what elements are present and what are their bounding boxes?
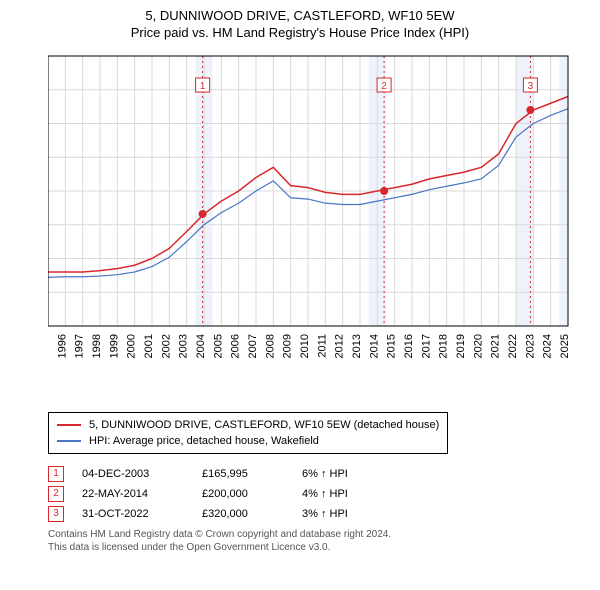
marker-row: 1 04-DEC-2003£165,9956% ↑ HPI xyxy=(48,464,590,484)
svg-text:2003: 2003 xyxy=(178,334,190,358)
marker-number-box: 3 xyxy=(48,506,64,522)
chart-title-line1: 5, DUNNIWOOD DRIVE, CASTLEFORD, WF10 5EW xyxy=(10,8,590,25)
attribution-line1: Contains HM Land Registry data © Crown c… xyxy=(48,528,590,541)
attribution: Contains HM Land Registry data © Crown c… xyxy=(48,528,590,554)
legend-label: 5, DUNNIWOOD DRIVE, CASTLEFORD, WF10 5EW… xyxy=(89,417,439,433)
svg-text:2002: 2002 xyxy=(160,334,172,358)
attribution-line2: This data is licensed under the Open Gov… xyxy=(48,541,590,554)
marker-row: 2 22-MAY-2014£200,0004% ↑ HPI xyxy=(48,484,590,504)
svg-text:2001: 2001 xyxy=(143,334,155,358)
marker-price: £165,995 xyxy=(202,464,302,484)
marker-price: £200,000 xyxy=(202,484,302,504)
svg-text:2015: 2015 xyxy=(386,334,398,358)
svg-text:2000: 2000 xyxy=(126,334,138,358)
svg-text:2022: 2022 xyxy=(507,334,519,358)
svg-text:2025: 2025 xyxy=(559,334,571,358)
svg-text:1999: 1999 xyxy=(108,334,120,358)
svg-text:2021: 2021 xyxy=(490,334,502,358)
marker-price: £320,000 xyxy=(202,504,302,524)
legend-item: HPI: Average price, detached house, Wake… xyxy=(57,433,439,449)
svg-text:2009: 2009 xyxy=(282,334,294,358)
marker-date: 22-MAY-2014 xyxy=(82,484,202,504)
legend-swatch xyxy=(57,424,81,426)
svg-text:2011: 2011 xyxy=(316,334,328,358)
chart-title-line2: Price paid vs. HM Land Registry's House … xyxy=(10,25,590,40)
svg-text:2004: 2004 xyxy=(195,334,207,358)
marker-date: 04-DEC-2003 xyxy=(82,464,202,484)
svg-text:2016: 2016 xyxy=(403,334,415,358)
svg-text:1998: 1998 xyxy=(91,334,103,358)
svg-text:2020: 2020 xyxy=(472,334,484,358)
line-chart: £0£50K£100K£150K£200K£250K£300K£350K£400… xyxy=(48,46,588,406)
svg-text:1: 1 xyxy=(200,81,206,92)
marker-number-box: 1 xyxy=(48,466,64,482)
legend-label: HPI: Average price, detached house, Wake… xyxy=(89,433,319,449)
svg-text:2006: 2006 xyxy=(230,334,242,358)
svg-text:2023: 2023 xyxy=(524,334,536,358)
chart-area: £0£50K£100K£150K£200K£250K£300K£350K£400… xyxy=(48,46,590,406)
svg-text:2019: 2019 xyxy=(455,334,467,358)
svg-text:2007: 2007 xyxy=(247,334,259,358)
marker-table: 1 04-DEC-2003£165,9956% ↑ HPI 2 22-MAY-2014… xyxy=(48,464,590,524)
marker-pct: 3% ↑ HPI xyxy=(302,504,392,524)
svg-text:2010: 2010 xyxy=(299,334,311,358)
marker-row: 3 31-OCT-2022£320,0003% ↑ HPI xyxy=(48,504,590,524)
svg-text:2018: 2018 xyxy=(438,334,450,358)
svg-text:2008: 2008 xyxy=(264,334,276,358)
marker-number-box: 2 xyxy=(48,486,64,502)
svg-text:2: 2 xyxy=(381,81,387,92)
chart-container: 5, DUNNIWOOD DRIVE, CASTLEFORD, WF10 5EW… xyxy=(0,0,600,562)
svg-text:2013: 2013 xyxy=(351,334,363,358)
svg-text:1997: 1997 xyxy=(74,334,86,358)
marker-pct: 4% ↑ HPI xyxy=(302,484,392,504)
legend-item: 5, DUNNIWOOD DRIVE, CASTLEFORD, WF10 5EW… xyxy=(57,417,439,433)
svg-text:2012: 2012 xyxy=(334,334,346,358)
svg-text:2017: 2017 xyxy=(420,334,432,358)
svg-text:1996: 1996 xyxy=(56,334,68,358)
svg-text:2005: 2005 xyxy=(212,334,224,358)
svg-text:2014: 2014 xyxy=(368,334,380,358)
legend-swatch xyxy=(57,440,81,442)
svg-text:1995: 1995 xyxy=(48,334,51,358)
marker-date: 31-OCT-2022 xyxy=(82,504,202,524)
svg-text:3: 3 xyxy=(528,81,534,92)
legend: 5, DUNNIWOOD DRIVE, CASTLEFORD, WF10 5EW… xyxy=(48,412,448,454)
marker-pct: 6% ↑ HPI xyxy=(302,464,392,484)
svg-text:2024: 2024 xyxy=(542,334,554,358)
